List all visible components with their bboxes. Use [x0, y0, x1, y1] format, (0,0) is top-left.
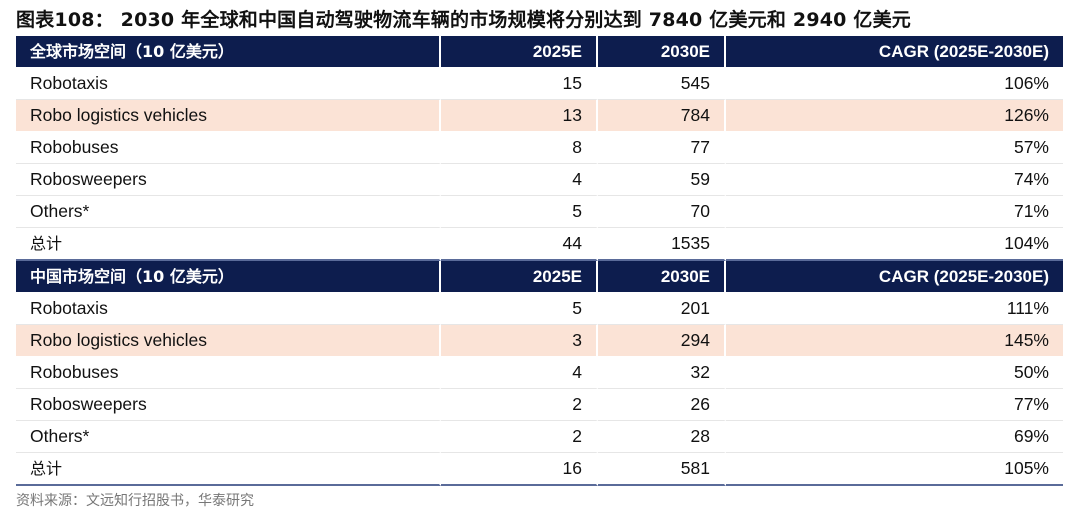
row-label: Others* — [16, 421, 441, 453]
value-cagr: 57% — [726, 132, 1063, 164]
total-cagr: 104% — [726, 228, 1063, 261]
table-row: Robobuses 8 77 57% — [16, 132, 1063, 164]
col-cagr-header: CAGR (2025E-2030E) — [726, 36, 1063, 68]
row-label: Robobuses — [16, 357, 441, 389]
table-row: Robosweepers 4 59 74% — [16, 164, 1063, 196]
figure-title: 图表108： 2030 年全球和中国自动驾驶物流车辆的市场规模将分别达到 784… — [16, 9, 911, 31]
value-2025e: 8 — [441, 132, 598, 164]
value-cagr: 77% — [726, 389, 1063, 421]
table-row-highlighted: Robo logistics vehicles 13 784 126% — [16, 100, 1063, 132]
global-section-label: 全球市场空间（10 亿美元） — [16, 36, 441, 68]
total-label: 总计 — [16, 453, 441, 486]
table-row: Robosweepers 2 26 77% — [16, 389, 1063, 421]
value-2030e: 77 — [598, 132, 726, 164]
row-label: Robobuses — [16, 132, 441, 164]
market-size-table: 全球市场空间（10 亿美元） 2025E 2030E CAGR (2025E-2… — [16, 36, 1063, 486]
value-2025e: 3 — [441, 325, 598, 357]
value-cagr: 50% — [726, 357, 1063, 389]
total-cagr: 105% — [726, 453, 1063, 486]
value-2030e: 294 — [598, 325, 726, 357]
value-cagr: 106% — [726, 68, 1063, 100]
value-cagr: 69% — [726, 421, 1063, 453]
value-cagr: 145% — [726, 325, 1063, 357]
total-2030e: 1535 — [598, 228, 726, 261]
value-cagr: 111% — [726, 293, 1063, 325]
value-cagr: 74% — [726, 164, 1063, 196]
value-2025e: 5 — [441, 196, 598, 228]
table-row: Robotaxis 15 545 106% — [16, 68, 1063, 100]
value-2030e: 201 — [598, 293, 726, 325]
row-label: Robotaxis — [16, 68, 441, 100]
row-label: Robo logistics vehicles — [16, 100, 441, 132]
col-2025e-header: 2025E — [441, 261, 598, 293]
value-cagr: 126% — [726, 100, 1063, 132]
china-total-row: 总计 16 581 105% — [16, 453, 1063, 486]
total-label: 总计 — [16, 228, 441, 261]
row-label: Robotaxis — [16, 293, 441, 325]
table-row-highlighted: Robo logistics vehicles 3 294 145% — [16, 325, 1063, 357]
value-cagr: 71% — [726, 196, 1063, 228]
row-label: Robo logistics vehicles — [16, 325, 441, 357]
row-label: Robosweepers — [16, 164, 441, 196]
value-2030e: 59 — [598, 164, 726, 196]
china-header-row: 中国市场空间（10 亿美元） 2025E 2030E CAGR (2025E-2… — [16, 261, 1063, 293]
value-2030e: 545 — [598, 68, 726, 100]
value-2025e: 2 — [441, 421, 598, 453]
china-section-label: 中国市场空间（10 亿美元） — [16, 261, 441, 293]
value-2030e: 784 — [598, 100, 726, 132]
value-2025e: 4 — [441, 357, 598, 389]
row-label: Robosweepers — [16, 389, 441, 421]
value-2025e: 15 — [441, 68, 598, 100]
value-2025e: 4 — [441, 164, 598, 196]
value-2025e: 5 — [441, 293, 598, 325]
table-row: Robobuses 4 32 50% — [16, 357, 1063, 389]
total-2030e: 581 — [598, 453, 726, 486]
value-2025e: 2 — [441, 389, 598, 421]
value-2030e: 70 — [598, 196, 726, 228]
total-2025e: 44 — [441, 228, 598, 261]
value-2030e: 32 — [598, 357, 726, 389]
table-row: Others* 2 28 69% — [16, 421, 1063, 453]
global-header-row: 全球市场空间（10 亿美元） 2025E 2030E CAGR (2025E-2… — [16, 36, 1063, 68]
col-2030e-header: 2030E — [598, 261, 726, 293]
table-row: Others* 5 70 71% — [16, 196, 1063, 228]
value-2025e: 13 — [441, 100, 598, 132]
table-row: Robotaxis 5 201 111% — [16, 293, 1063, 325]
global-total-row: 总计 44 1535 104% — [16, 228, 1063, 261]
col-cagr-header: CAGR (2025E-2030E) — [726, 261, 1063, 293]
value-2030e: 26 — [598, 389, 726, 421]
col-2030e-header: 2030E — [598, 36, 726, 68]
total-2025e: 16 — [441, 453, 598, 486]
row-label: Others* — [16, 196, 441, 228]
col-2025e-header: 2025E — [441, 36, 598, 68]
source-note: 资料来源：文远知行招股书，华泰研究 — [16, 493, 254, 509]
value-2030e: 28 — [598, 421, 726, 453]
